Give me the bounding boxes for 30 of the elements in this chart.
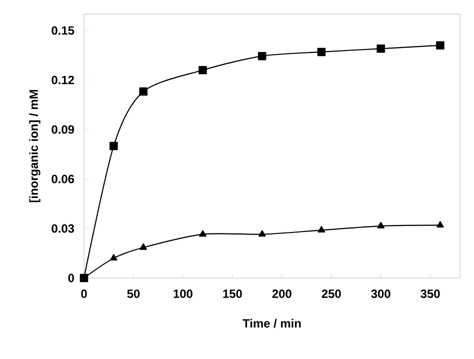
x-tick-label: 50	[127, 290, 140, 298]
point	[110, 142, 118, 150]
x-tick-label: 350	[420, 290, 440, 298]
point	[110, 254, 118, 261]
x-tick-label: 200	[272, 290, 292, 298]
point	[198, 66, 207, 74]
point	[258, 52, 266, 60]
point	[139, 87, 148, 96]
point	[140, 243, 148, 250]
y-axis-title: [inorganic ion] / mM	[29, 90, 40, 202]
point	[258, 230, 266, 237]
y-tick-label: 0.09	[52, 125, 74, 134]
point	[199, 230, 206, 237]
y-tick-label: 0.06	[52, 174, 74, 184]
point	[377, 222, 384, 228]
y-tick-label: 0.12	[52, 76, 74, 84]
x-tick-label: 100	[174, 290, 192, 298]
y-tick-label: 0	[68, 274, 74, 282]
x-tick-label: 300	[371, 290, 390, 298]
y-tick-label: 0.15	[52, 26, 74, 35]
point	[436, 41, 444, 50]
point	[318, 226, 326, 232]
x-tick-label: 150	[223, 290, 242, 298]
y-tick-label: 0.03	[52, 224, 74, 233]
point	[317, 48, 326, 56]
x-tick-label: 250	[322, 290, 341, 298]
point	[436, 221, 444, 228]
x-tick-label: 0	[81, 290, 87, 298]
x-axis-title: Time / min	[242, 318, 301, 328]
point	[376, 44, 385, 53]
